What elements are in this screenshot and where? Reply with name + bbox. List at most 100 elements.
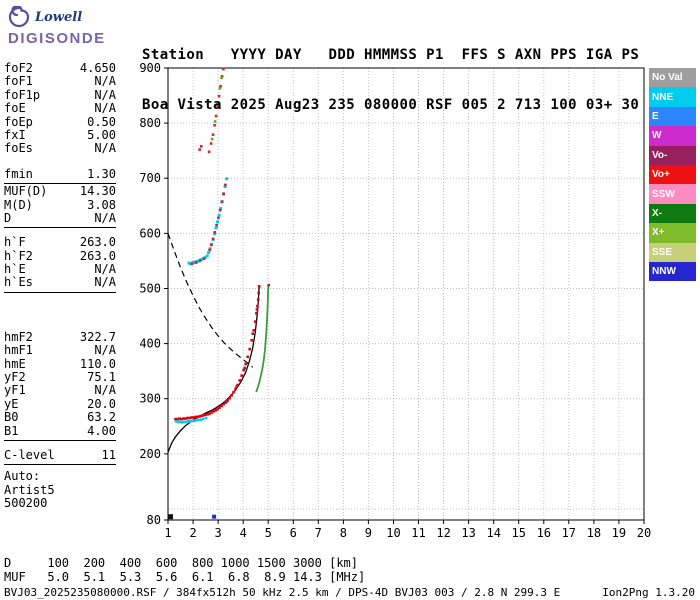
param-row-d: D N/A xyxy=(4,210,116,225)
param-value: 63.2 xyxy=(87,410,116,425)
param-value: N/A xyxy=(94,74,116,89)
param-row-fxi: fxI 5.00 xyxy=(4,127,116,142)
param-group: fmin 1.30 xyxy=(4,166,116,185)
legend-label: E xyxy=(652,110,659,122)
param-row-fmin: fmin 1.30 xyxy=(4,166,116,181)
param-value: 263.0 xyxy=(79,235,116,250)
param-label: MUF(D) xyxy=(4,184,48,199)
series-upper-scatter-o xyxy=(207,67,225,154)
param-row-b0: B0 63.2 xyxy=(4,410,116,425)
logo-subtitle: DIGISONDE xyxy=(8,30,106,47)
legend-label: Vo+ xyxy=(652,169,670,181)
station-header-labels: Station YYYY DAY DDD HMMMSS P1 FFS S AXN… xyxy=(142,47,640,63)
svg-text:11: 11 xyxy=(411,526,425,540)
param-value: 11 xyxy=(101,447,116,462)
param-label: fmin xyxy=(4,166,33,181)
param-value: N/A xyxy=(94,210,116,225)
svg-text:20: 20 xyxy=(637,526,651,540)
param-label: D xyxy=(4,210,12,225)
param-label: yF2 xyxy=(4,370,26,385)
param-row-foe: foE N/A xyxy=(4,101,116,115)
legend-label: W xyxy=(652,130,662,142)
param-row-yf1: yF1 N/A xyxy=(4,383,116,398)
lowell-digisonde-logo: Lowell DIGISONDE xyxy=(8,6,106,47)
param-label: Artist5 xyxy=(4,482,55,497)
plot-frame xyxy=(167,67,645,521)
status-file-info: BVJ03_2025235080000.RSF / 384fx512h 50 k… xyxy=(4,586,561,599)
param-value: N/A xyxy=(94,383,116,398)
svg-text:19: 19 xyxy=(612,526,626,540)
svg-text:9: 9 xyxy=(365,526,372,540)
svg-text:3: 3 xyxy=(214,526,221,540)
legend-item-e: E xyxy=(649,106,696,127)
series-upper-scatter-x xyxy=(210,76,223,141)
svg-text:600: 600 xyxy=(139,226,161,240)
station-header-values: Boa Vista 2025 Aug23 235 080000 RSF 005 … xyxy=(142,96,640,113)
param-value: 0.50 xyxy=(87,114,116,129)
dmuf-table: D 100 200 400 600 800 1000 1500 3000 [km… xyxy=(4,556,365,584)
param-value: N/A xyxy=(94,262,116,277)
svg-text:14: 14 xyxy=(486,526,500,540)
legend-item-noval: No Val xyxy=(649,68,696,88)
status-program-version: Ion2Png 1.3.20 xyxy=(602,586,695,599)
param-label: hmE xyxy=(4,356,26,371)
param-label: foEs xyxy=(4,141,33,156)
param-value: 75.1 xyxy=(87,370,116,385)
param-row-fof2: foF2 4.650 xyxy=(4,61,116,75)
param-label: 500200 xyxy=(4,496,48,511)
param-row-hmf2: hmF2 322.7 xyxy=(4,329,116,344)
scaled-parameters-panel: foF2 4.650 foF1 N/A foF1p N/A foE N/A foEp 0.50 fx… xyxy=(4,61,116,511)
param-row-foep: foEp 0.50 xyxy=(4,114,116,129)
param-label: foF1 xyxy=(4,74,33,89)
svg-text:800: 800 xyxy=(139,116,161,130)
legend-label: X+ xyxy=(652,227,665,239)
param-row-artist5: Artist5 xyxy=(4,482,116,497)
status-bar: BVJ03_2025235080000.RSF / 384fx512h 50 k… xyxy=(4,586,695,599)
legend-item-x-: X- xyxy=(649,203,696,224)
param-value: 20.0 xyxy=(87,396,116,411)
svg-text:17: 17 xyxy=(562,526,576,540)
param-row-hf: h`F 263.0 xyxy=(4,235,116,250)
svg-text:1: 1 xyxy=(164,526,171,540)
series-baseline-mark-nnw xyxy=(212,514,217,519)
param-group: Auto: Artist5 500200 xyxy=(4,469,116,511)
svg-text:18: 18 xyxy=(587,526,601,540)
series-x-trace xyxy=(255,285,270,393)
param-value: N/A xyxy=(94,141,116,156)
param-label: B0 xyxy=(4,410,19,425)
series-vo-minus-points xyxy=(225,308,259,403)
series-baseline-mark xyxy=(168,514,173,520)
param-group: C-level 11 xyxy=(4,447,116,466)
legend-item-sse: SSE xyxy=(649,242,696,262)
param-value: 3.08 xyxy=(87,197,116,212)
svg-text:4: 4 xyxy=(240,526,247,540)
series-nne-leading-edge xyxy=(174,416,208,424)
param-label: hmF2 xyxy=(4,329,33,344)
svg-text:16: 16 xyxy=(537,526,551,540)
svg-text:200: 200 xyxy=(139,447,161,461)
param-group: h`F 263.0 h`F2 263.0 h`E N/A h`Es N/A xyxy=(4,235,116,293)
param-label: fxI xyxy=(4,127,26,142)
param-group: hmF2 322.7 hmF1 N/A hmE 110.0 yF2 75.1 yF1 N/A yE 2… xyxy=(4,329,116,441)
svg-text:6: 6 xyxy=(290,526,297,540)
logo-title: Lowell xyxy=(35,9,83,25)
param-value: 1.30 xyxy=(87,166,116,181)
param-row-md: M(D) 3.08 xyxy=(4,197,116,212)
legend-label: NNW xyxy=(652,266,676,278)
param-label: C-level xyxy=(4,447,55,462)
param-group: foF2 4.650 foF1 N/A foF1p N/A foE N/A foEp 0.50 fx… xyxy=(4,61,116,156)
legend-item-ssw: SSW xyxy=(649,184,696,204)
param-label: yF1 xyxy=(4,383,26,398)
param-row-foes: foEs N/A xyxy=(4,141,116,156)
series-second-hop-o xyxy=(190,145,227,265)
param-row-b1: B1 4.00 xyxy=(4,424,116,438)
param-row-fof1p: foF1p N/A xyxy=(4,88,116,102)
legend-label: Vo- xyxy=(652,149,668,161)
param-label: foEp xyxy=(4,114,33,129)
param-value: N/A xyxy=(94,275,116,290)
svg-text:7: 7 xyxy=(315,526,322,540)
param-value: N/A xyxy=(94,343,116,358)
